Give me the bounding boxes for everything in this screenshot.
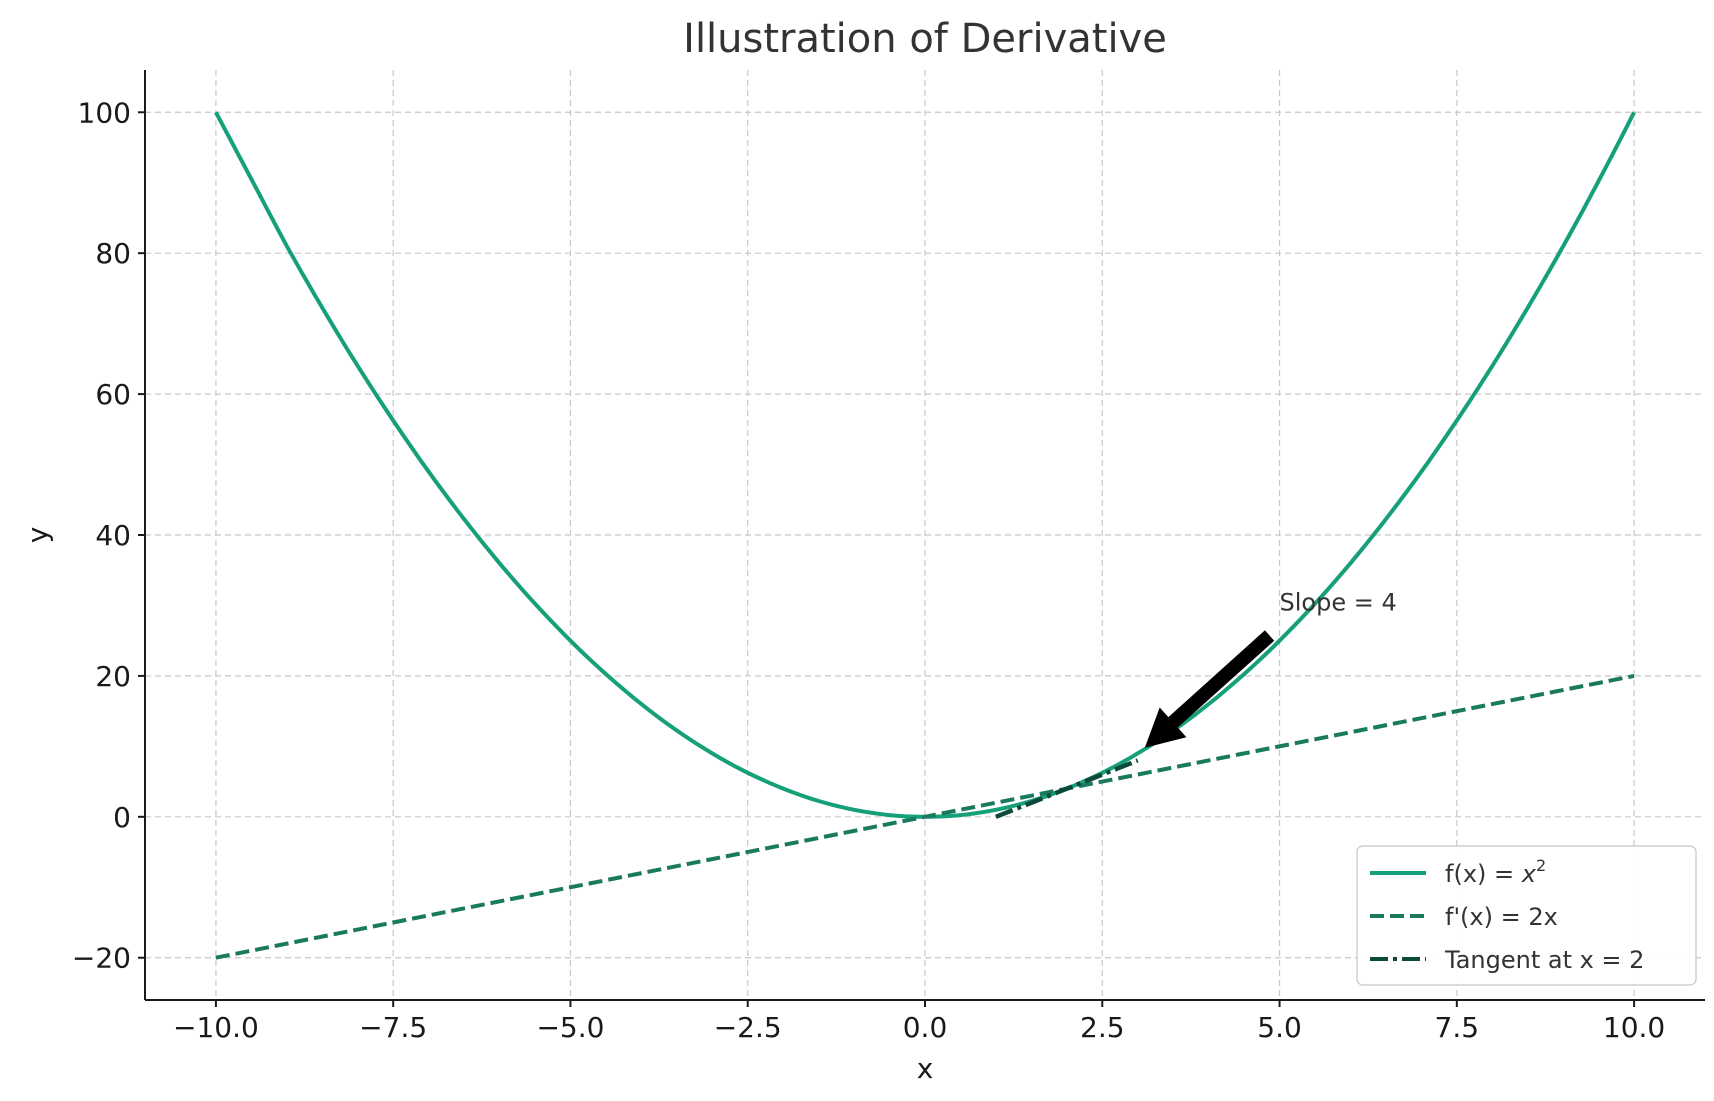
x-tick-label: −5.0 <box>536 1011 604 1044</box>
legend-fx-sup: 2 <box>1536 856 1546 875</box>
x-tick-label: −2.5 <box>714 1011 782 1044</box>
x-tick-label: 7.5 <box>1435 1011 1480 1044</box>
legend: f(x) = x2 f'(x) = 2x Tangent at x = 2 <box>1356 845 1697 986</box>
annotations: Slope = 4 <box>1144 588 1397 748</box>
plot-area <box>214 111 1636 960</box>
annotation-slope-text: Slope = 4 <box>1280 588 1397 616</box>
y-tick-label: 40 <box>95 519 131 552</box>
tangent-line <box>995 758 1139 819</box>
x-tick-label: −10.0 <box>173 1011 259 1044</box>
y-tick-label: 0 <box>113 801 131 834</box>
axis-ticks: −10.0 −7.5 −5.0 −2.5 0.0 2.5 5.0 7.5 10.0 −20 0 20 4… <box>72 96 1665 1044</box>
y-tick-label: 60 <box>95 378 131 411</box>
y-axis-label: y <box>21 527 54 544</box>
legend-box <box>1356 845 1697 986</box>
y-tick-label: 100 <box>78 96 131 129</box>
derivative-line <box>215 673 1635 960</box>
chart-title: Illustration of Derivative <box>683 16 1167 62</box>
y-tick-label: −20 <box>72 942 131 975</box>
y-tick-label: 80 <box>95 237 131 270</box>
x-tick-label: 0.0 <box>903 1011 948 1044</box>
legend-entry-tangent: Tangent at x = 2 <box>1444 946 1644 974</box>
legend-entry-fx: f(x) = x2 <box>1445 856 1546 888</box>
x-tick-label: 5.0 <box>1257 1011 1302 1044</box>
x-tick-label: 10.0 <box>1603 1011 1665 1044</box>
legend-fx-base: f(x) = <box>1445 860 1522 888</box>
x-tick-label: 2.5 <box>1080 1011 1125 1044</box>
y-tick-label: 20 <box>95 660 131 693</box>
x-axis-label: x <box>917 1052 934 1085</box>
annotation-arrow <box>1144 630 1275 748</box>
legend-fx-var: x <box>1521 860 1537 888</box>
legend-entry-derivative: f'(x) = 2x <box>1445 903 1558 931</box>
x-tick-label: −7.5 <box>359 1011 427 1044</box>
